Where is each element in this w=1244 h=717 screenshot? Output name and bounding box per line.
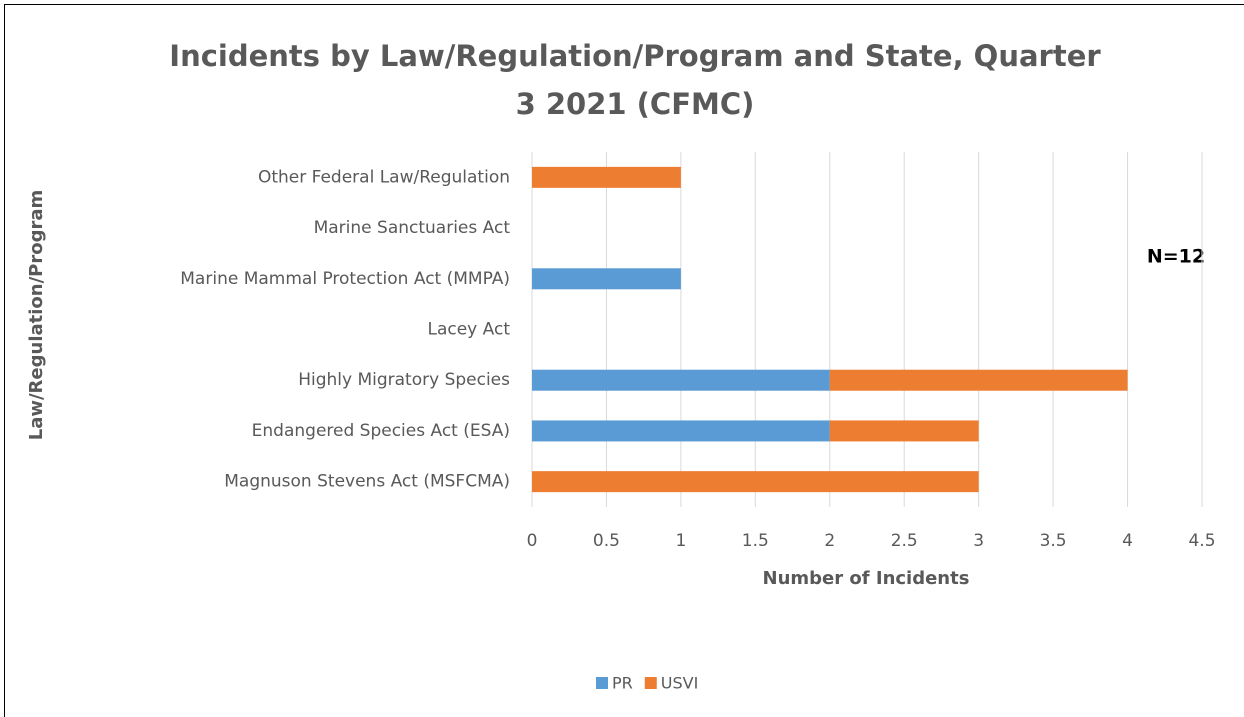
annotation: N=12 — [1147, 246, 1205, 268]
y-tick-label: Endangered Species Act (ESA) — [252, 421, 510, 441]
x-tick-label: 1 — [675, 531, 686, 551]
y-tick-label: Lacey Act — [427, 320, 510, 340]
y-tick-label: Marine Mammal Protection Act (MMPA) — [180, 269, 510, 289]
x-tick-label: 0.5 — [593, 531, 620, 551]
x-tick-label: 2.5 — [891, 531, 918, 551]
x-tick-label: 0 — [527, 531, 538, 551]
y-axis-label: Law/Regulation/Program — [26, 190, 47, 441]
x-tick-label: 3.5 — [1040, 531, 1067, 551]
bar-segment — [532, 471, 979, 493]
bar-segment — [829, 369, 1128, 391]
chart-title: Incidents by Law/Regulation/Program and … — [169, 39, 1101, 121]
legend-swatch — [644, 677, 657, 689]
x-tick-label: 4 — [1122, 531, 1133, 551]
y-tick-label: Marine Sanctuaries Act — [314, 218, 511, 238]
x-tick-label: 4.5 — [1188, 531, 1215, 551]
y-tick-label: Other Federal Law/Regulation — [258, 167, 510, 187]
legend-label: USVI — [661, 674, 699, 693]
bar-segment — [532, 166, 681, 188]
bar-segment — [532, 420, 830, 442]
bar-segment — [532, 268, 681, 290]
y-tick-label: Magnuson Stevens Act (MSFCMA) — [224, 472, 510, 492]
x-tick-label: 2 — [824, 531, 835, 551]
x-axis-label: Number of Incidents — [763, 568, 970, 589]
legend-label: PR — [612, 674, 633, 693]
legend-swatch — [596, 677, 608, 689]
bar-segment — [532, 369, 830, 391]
x-tick-label: 3 — [973, 531, 984, 551]
y-tick-label: Highly Migratory Species — [298, 370, 510, 390]
bar-segment — [829, 420, 979, 442]
chart-border — [4, 4, 1244, 717]
x-tick-label: 1.5 — [742, 531, 769, 551]
